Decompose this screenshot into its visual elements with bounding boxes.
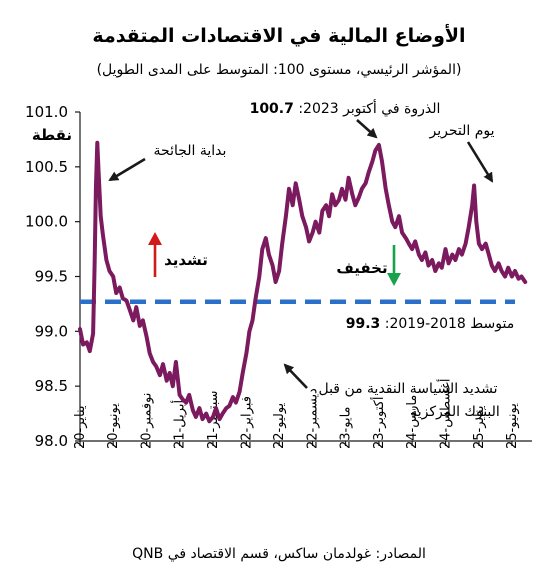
y-tick-label: 100.5 — [25, 158, 68, 176]
average-annotation-value: 99.3 — [346, 316, 381, 332]
x-tick-label: يناير-25 — [472, 405, 487, 449]
y-tick-label: 98.0 — [35, 432, 68, 450]
x-tick-label: يوليو-22 — [272, 402, 287, 449]
chart-title: الأوضاع المالية في الاقتصادات المتقدمة — [92, 24, 465, 47]
x-tick-label: أبريل-21 — [171, 400, 188, 449]
x-tick-label: نوفمبر-20 — [140, 393, 155, 449]
peak-annotation-prefix: الذروة في أكتوبر 2023: — [294, 99, 441, 117]
x-tick-label: يناير-20 — [73, 405, 88, 449]
x-tick-label: يونيو-25 — [505, 403, 520, 449]
x-tick-label: يونيو-20 — [106, 403, 121, 449]
policy-arrow — [283, 363, 308, 389]
pandemic-annotation: بداية الجائحة — [154, 143, 227, 159]
policy-annotation-line1: تشديد السياسة النقدية من قبل — [318, 381, 497, 397]
average-annotation-prefix: متوسط 2018-2019: — [380, 316, 514, 332]
x-tick-label: مارس-24 — [405, 395, 420, 449]
x-tick-label: أغسطس-24 — [437, 379, 454, 449]
liberation-arrow — [466, 141, 494, 183]
x-tick-label: سبتمبر-21 — [206, 390, 221, 449]
y-tick-label: 99.0 — [35, 322, 68, 340]
peak-annotation-value: 100.7 — [250, 101, 294, 117]
peak-annotation: الذروة في أكتوبر 2023: 100.7 — [250, 99, 441, 117]
x-tick-label: أكتوبر-23 — [370, 397, 387, 449]
easing-arrow — [387, 245, 401, 286]
x-tick-label: مايو-23 — [339, 407, 354, 450]
y-tick-label: 98.5 — [35, 377, 68, 395]
tightening-arrow — [148, 232, 162, 277]
tightening-label: تشديد — [164, 251, 208, 269]
chart-subtitle: (المؤشر الرئيسي، مستوى 100: المتوسط على … — [97, 62, 462, 78]
source-note: المصادر: غولدمان ساكس، قسم الاقتصاد في Q… — [132, 546, 426, 562]
y-tick-group: 101.0 100.5 100.0 99.5 99.0 98.5 98.0 — [25, 103, 80, 450]
x-tick-label: ديسمبر-22 — [306, 388, 321, 449]
y-tick-label: 100.0 — [25, 213, 68, 231]
peak-arrow — [356, 119, 378, 139]
easing-label: تخفيف — [336, 259, 387, 277]
liberation-annotation: يوم التحرير — [428, 123, 494, 139]
series-line — [78, 140, 528, 424]
y-axis-label: نقطة — [32, 126, 72, 144]
y-tick-label: 99.5 — [35, 268, 68, 286]
average-annotation: متوسط 2018-2019: 99.3 — [346, 316, 515, 332]
y-tick-label: 101.0 — [25, 103, 68, 121]
x-tick-label: فبراير-22 — [239, 396, 254, 449]
x-tick-group: يناير-20 يونيو-20 نوفمبر-20 أبريل-21 سبتمبر-… — [73, 379, 520, 449]
policy-annotation-line2: البنوك المركزية — [410, 404, 500, 420]
pandemic-arrow — [108, 157, 146, 182]
